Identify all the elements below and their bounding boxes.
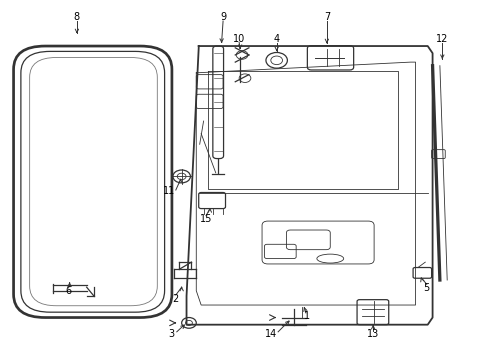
Text: 11: 11	[163, 186, 175, 197]
Text: 9: 9	[220, 13, 226, 22]
Text: 14: 14	[265, 329, 277, 339]
Text: 13: 13	[367, 329, 379, 339]
Text: 1: 1	[304, 311, 311, 321]
Text: 15: 15	[200, 214, 212, 224]
Text: 6: 6	[66, 287, 72, 296]
Text: 2: 2	[172, 294, 179, 303]
Text: 7: 7	[324, 13, 330, 22]
Text: 10: 10	[233, 34, 245, 44]
Text: 8: 8	[74, 13, 80, 22]
Text: 4: 4	[273, 34, 280, 44]
Text: 12: 12	[436, 34, 448, 44]
Text: 3: 3	[168, 329, 174, 339]
Text: 5: 5	[424, 283, 430, 293]
